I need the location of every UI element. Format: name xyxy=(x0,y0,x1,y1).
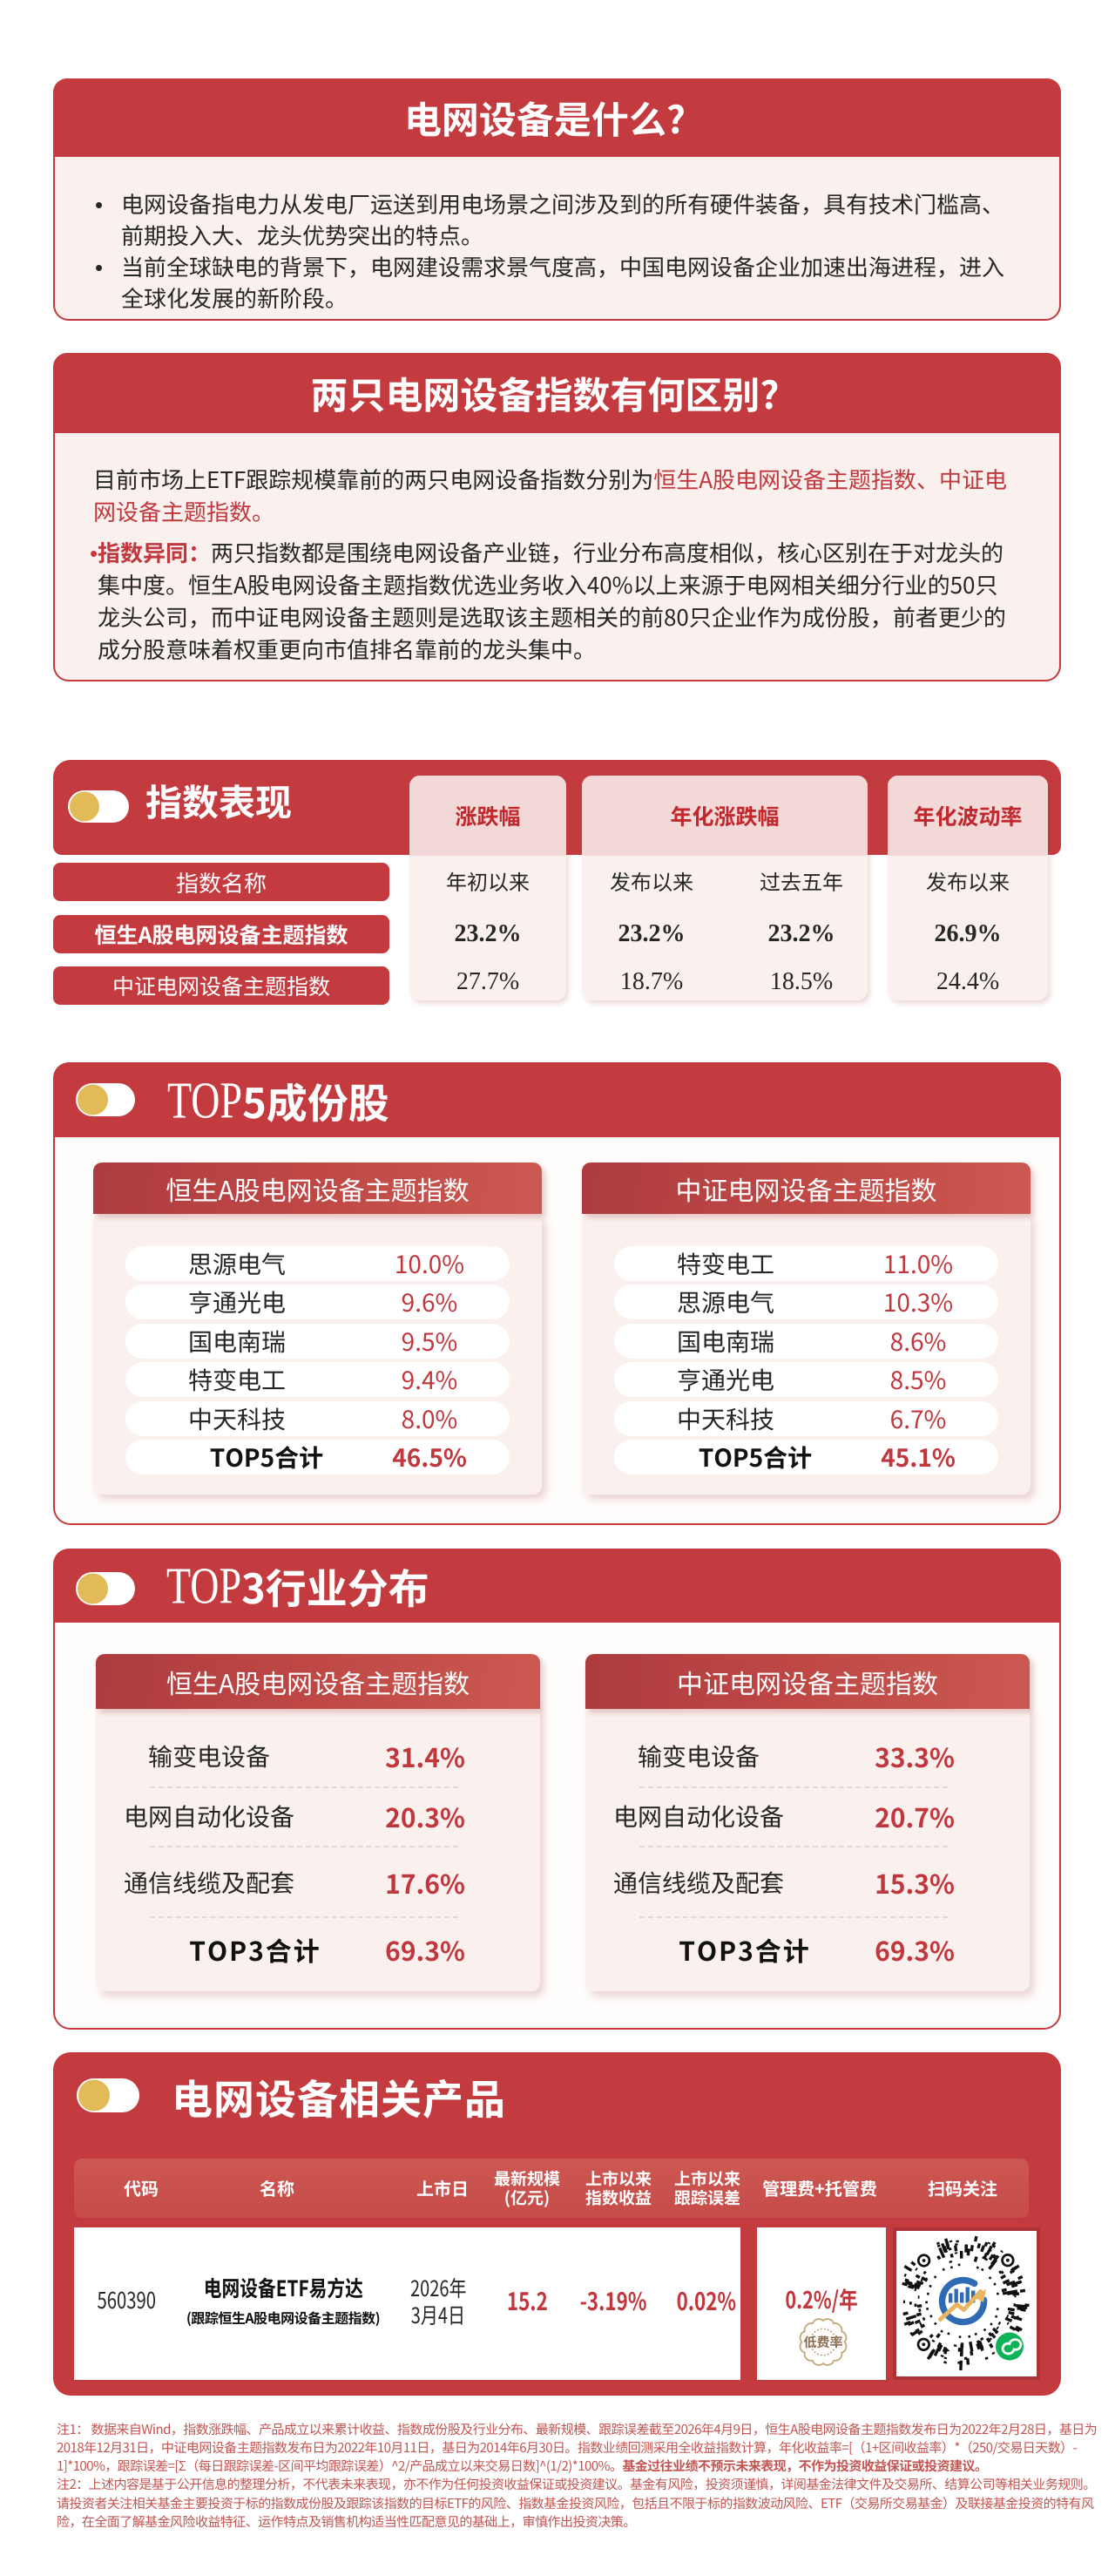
svg-text:低费率: 低费率 xyxy=(803,2333,842,2351)
